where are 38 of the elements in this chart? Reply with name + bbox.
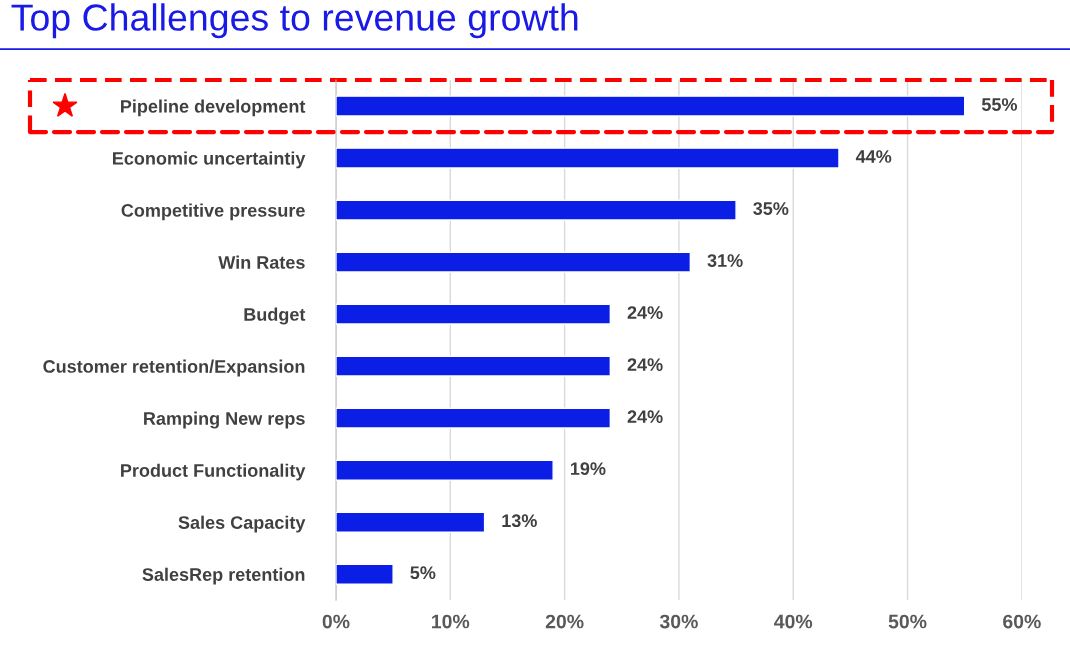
data-label: 5% [410,566,436,580]
x-tick-label: 20% [545,614,584,629]
data-label: 24% [627,306,663,319]
bar [335,459,554,481]
data-label: 55% [981,98,1018,111]
y-tick-label: Win Rates [218,255,305,269]
data-label: 35% [753,202,789,215]
data-label: 13% [502,514,537,528]
x-tick-label: 40% [774,614,813,629]
y-tick-label: Product Functionality [121,463,306,481]
bar [335,251,692,273]
y-tick-label: Customer retention/Expansion [43,359,305,377]
y-tick-label: Economic uncertaintiy [113,151,306,169]
bar [335,355,612,377]
data-label: 31% [707,254,743,267]
bar [335,95,966,117]
bar [335,511,486,533]
y-tick-label: Sales Capacity [178,515,306,533]
data-label: 24% [627,410,663,423]
bar [335,407,612,429]
x-tick-label: 0% [322,614,350,629]
data-label: 24% [627,358,663,371]
y-tick-label: Pipeline development [121,99,306,117]
data-label: 19% [570,462,606,476]
x-tick-label: 60% [1003,614,1041,629]
bar [335,147,840,169]
y-tick-label: Competitive pressure [121,203,305,221]
y-tick-label: Budget [244,307,306,325]
x-tick-label: 10% [432,614,470,629]
bar [335,199,737,221]
chart-title: Top Challenges to revenue growth [11,3,578,39]
y-tick-label: SalesRep retention [142,567,305,585]
bar [335,563,394,585]
data-label: 44% [855,150,892,163]
x-tick-label: 30% [659,614,698,629]
y-tick-label: Ramping New reps [144,411,305,429]
bar [335,303,612,325]
x-tick-label: 50% [888,614,927,629]
